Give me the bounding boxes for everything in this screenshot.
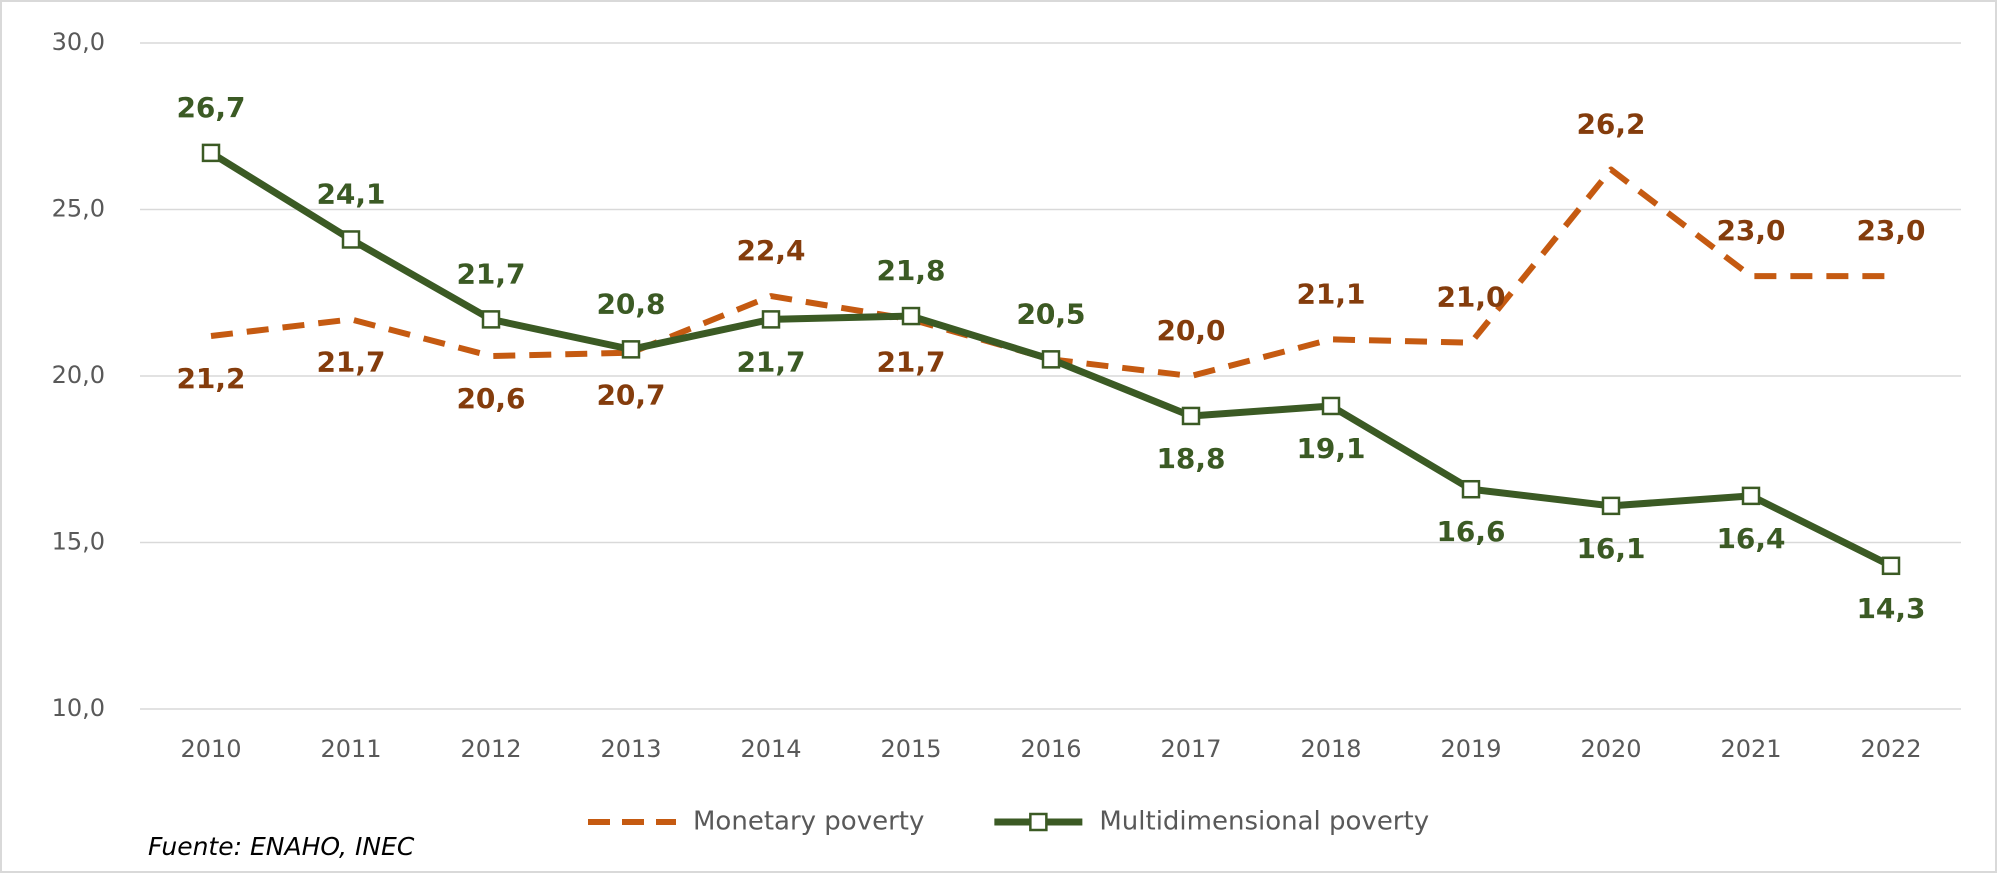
data-label: 19,1 — [1296, 432, 1365, 465]
data-label: 21,7 — [456, 257, 525, 290]
data-label: 20,5 — [1016, 297, 1085, 330]
point-marker — [201, 143, 221, 163]
x-tick-label: 2013 — [600, 735, 661, 763]
y-tick-label: 15,0 — [52, 528, 105, 556]
data-label: 26,2 — [1576, 108, 1645, 141]
x-tick-label: 2012 — [460, 735, 521, 763]
point-marker — [761, 310, 781, 329]
point-marker — [1601, 496, 1621, 516]
data-label: 16,6 — [1436, 515, 1505, 548]
legend-marker — [1029, 812, 1048, 832]
data-label: 20,0 — [1156, 314, 1225, 347]
y-tick-label: 25,0 — [52, 195, 105, 223]
data-label: 16,4 — [1716, 522, 1785, 555]
point-marker — [621, 340, 641, 359]
source-note: Fuente: ENAHO, INEC — [148, 832, 415, 861]
data-label: 21,8 — [876, 254, 945, 287]
data-label: 21,2 — [176, 362, 245, 395]
data-label: 20,8 — [596, 287, 665, 320]
point-marker — [481, 310, 501, 329]
x-tick-label: 2010 — [180, 735, 241, 763]
data-label: 24,1 — [316, 177, 385, 210]
data-label: 21,7 — [316, 345, 385, 378]
data-label: 18,8 — [1156, 442, 1225, 475]
x-tick-label: 2019 — [1440, 735, 1501, 763]
x-tick-label: 2017 — [1160, 735, 1221, 763]
y-tick-label: 10,0 — [52, 694, 105, 722]
x-tick-label: 2014 — [740, 735, 801, 763]
data-label: 20,6 — [456, 382, 525, 415]
data-label: 21,1 — [1296, 277, 1365, 310]
point-marker — [1881, 556, 1901, 576]
legend-label: Monetary poverty — [693, 807, 924, 837]
point-marker — [1181, 406, 1201, 426]
data-label: 23,0 — [1856, 214, 1925, 247]
y-tick-label: 20,0 — [52, 361, 105, 389]
data-label: 26,7 — [176, 91, 245, 124]
point-marker — [341, 230, 361, 249]
data-label: 16,1 — [1576, 532, 1645, 565]
y-tick-label: 30,0 — [52, 28, 105, 56]
data-label: 20,5 — [1016, 297, 1085, 330]
point-marker — [1461, 479, 1481, 499]
data-label: 21,7 — [876, 345, 945, 378]
x-tick-label: 2020 — [1580, 735, 1641, 763]
legend-label: Multidimensional poverty — [1099, 807, 1429, 837]
data-label: 14,3 — [1856, 592, 1925, 625]
point-marker — [1321, 396, 1341, 416]
data-label: 20,7 — [596, 379, 665, 412]
x-tick-label: 2016 — [1020, 735, 1081, 763]
point-marker — [1741, 486, 1761, 506]
data-label: 23,0 — [1716, 214, 1785, 247]
x-tick-label: 2018 — [1300, 735, 1361, 763]
data-label: 22,4 — [736, 234, 805, 267]
x-tick-label: 2022 — [1860, 735, 1921, 763]
x-tick-label: 2015 — [880, 735, 941, 763]
data-label: 21,7 — [736, 345, 805, 378]
point-marker — [1041, 350, 1061, 369]
point-marker — [901, 306, 921, 326]
x-tick-label: 2021 — [1720, 735, 1781, 763]
x-tick-label: 2011 — [320, 735, 381, 763]
data-label: 21,0 — [1436, 281, 1505, 314]
